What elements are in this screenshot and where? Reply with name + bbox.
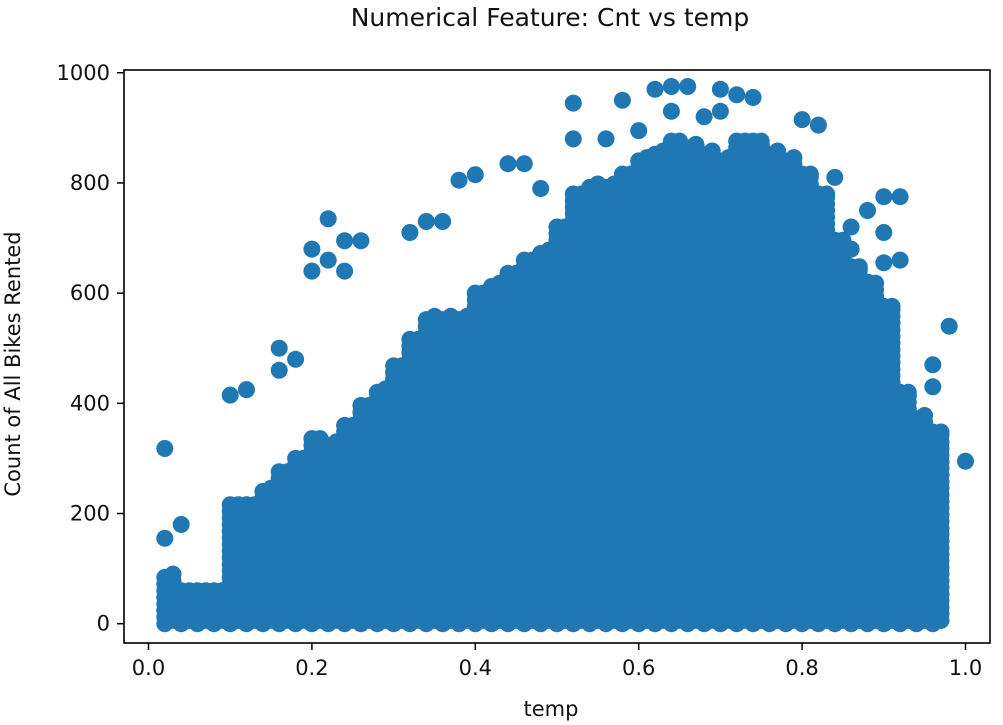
- data-point: [238, 381, 255, 399]
- x-tick-label: 0.4: [459, 656, 492, 680]
- y-tick-label: 800: [70, 171, 110, 195]
- data-point: [450, 171, 468, 189]
- data-point: [287, 350, 305, 368]
- y-tick-label: 400: [70, 391, 110, 415]
- x-axis-ticks: 0.0 0.2 0.4 0.6 0.8 1.0: [132, 643, 982, 680]
- data-point: [156, 529, 174, 547]
- data-point: [711, 102, 729, 120]
- data-point: [842, 240, 860, 258]
- data-point: [319, 251, 337, 269]
- data-point: [818, 185, 836, 203]
- data-point: [842, 218, 860, 236]
- x-tick-label: 0.8: [785, 656, 818, 680]
- x-tick-label: 0.6: [622, 656, 655, 680]
- data-point: [515, 155, 533, 173]
- data-point: [662, 78, 680, 95]
- data-point: [916, 407, 934, 424]
- data-point: [899, 383, 917, 401]
- data-point: [319, 210, 337, 228]
- data-point: [744, 89, 762, 106]
- data-point: [303, 262, 321, 280]
- data-point: [646, 80, 664, 98]
- data-point: [613, 91, 631, 109]
- data-point: [172, 516, 190, 533]
- data-point: [859, 273, 876, 291]
- data-point: [826, 168, 844, 186]
- data-point: [711, 80, 729, 98]
- data-point: [875, 224, 893, 241]
- y-tick-label: 0: [97, 612, 110, 636]
- data-point: [695, 108, 713, 126]
- data-points: [156, 78, 974, 633]
- data-point: [466, 166, 484, 184]
- data-point: [417, 213, 435, 230]
- data-point: [801, 165, 819, 183]
- data-point: [809, 116, 827, 134]
- data-point: [875, 254, 893, 272]
- data-point: [352, 232, 370, 250]
- data-point: [401, 224, 419, 241]
- y-axis-ticks: 0 200 400 600 800 1000: [57, 61, 124, 636]
- data-point: [336, 232, 354, 250]
- x-axis-label: temp: [524, 697, 579, 721]
- data-point: [597, 130, 615, 148]
- data-point: [924, 356, 942, 374]
- chart-title: Numerical Feature: Cnt vs temp: [351, 3, 750, 32]
- data-point: [883, 297, 901, 315]
- data-point: [785, 149, 803, 167]
- data-point: [908, 499, 925, 517]
- data-point: [728, 86, 746, 104]
- y-tick-label: 1000: [57, 61, 110, 85]
- data-point: [859, 202, 876, 219]
- data-point: [679, 78, 697, 95]
- data-point: [924, 433, 942, 451]
- data-point: [924, 378, 942, 396]
- data-point: [336, 262, 354, 280]
- data-point: [940, 317, 958, 335]
- data-point: [156, 440, 174, 457]
- data-point: [499, 155, 517, 173]
- y-tick-label: 600: [70, 281, 110, 305]
- data-point: [564, 94, 582, 112]
- data-point: [221, 386, 239, 404]
- x-tick-label: 1.0: [949, 656, 982, 680]
- y-tick-label: 200: [70, 502, 110, 526]
- data-point: [908, 438, 925, 456]
- x-tick-label: 0.2: [295, 656, 328, 680]
- data-point: [434, 213, 452, 230]
- data-point: [891, 251, 909, 269]
- data-point: [793, 111, 811, 129]
- y-axis-label: Count of All Bikes Rented: [1, 231, 25, 496]
- data-point: [850, 258, 868, 276]
- data-point: [270, 361, 288, 379]
- x-tick-label: 0.0: [132, 656, 165, 680]
- data-point: [564, 130, 582, 148]
- data-point: [662, 102, 680, 120]
- data-point: [891, 188, 909, 206]
- data-point: [270, 339, 288, 357]
- data-point: [532, 180, 550, 197]
- data-point: [957, 452, 974, 470]
- data-point: [303, 240, 321, 258]
- data-point: [630, 122, 648, 140]
- data-point: [164, 565, 182, 583]
- data-point: [875, 188, 893, 206]
